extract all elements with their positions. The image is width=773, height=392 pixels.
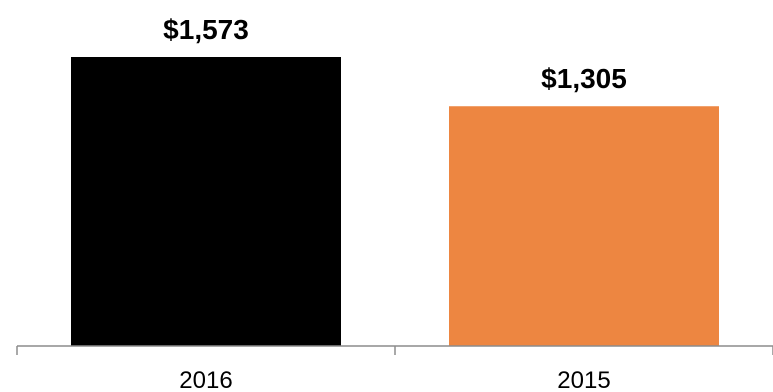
bar-2016 [71,57,341,346]
value-labels-group: $1,573 $1,305 [163,14,627,94]
value-label-2016: $1,573 [163,14,249,45]
bar-2015 [449,106,719,346]
x-tick-label-2015: 2015 [557,367,610,392]
x-axis-tick-labels-group: 2016 2015 [179,367,610,392]
x-axis-ticks-group [16,346,773,355]
value-label-2015: $1,305 [541,63,627,94]
x-tick-label-2016: 2016 [179,367,232,392]
bars-group [71,57,719,346]
